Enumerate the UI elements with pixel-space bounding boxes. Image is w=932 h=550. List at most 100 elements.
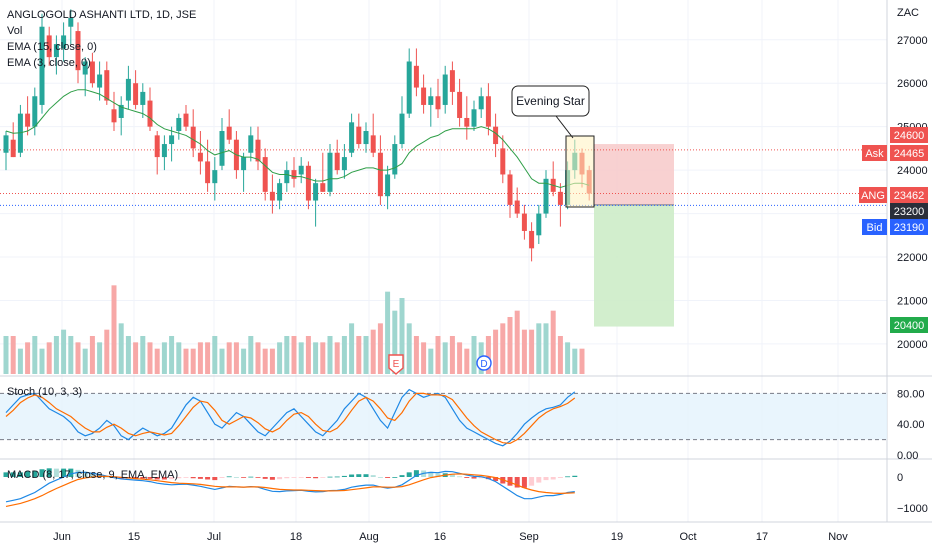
- candle[interactable]: [75, 22, 81, 84]
- candle[interactable]: [313, 178, 319, 227]
- position-tool[interactable]: [594, 144, 674, 327]
- candle[interactable]: [413, 48, 419, 97]
- candle[interactable]: [320, 152, 326, 192]
- candle[interactable]: [464, 96, 470, 140]
- candle[interactable]: [241, 152, 247, 192]
- candle-body: [399, 113, 405, 145]
- symbol-title[interactable]: ANGLOGOLD ASHANTI LTD, 1D, JSE: [7, 9, 196, 21]
- risk-zone[interactable]: [594, 144, 674, 205]
- candle[interactable]: [277, 178, 283, 210]
- candle[interactable]: [89, 52, 95, 88]
- callout-text: Evening Star: [516, 94, 585, 108]
- ask-label-badge: [862, 145, 887, 161]
- earnings-marker[interactable]: E: [388, 354, 404, 375]
- ema15-legend[interactable]: EMA (15, close, 0): [7, 41, 97, 53]
- candle[interactable]: [356, 113, 362, 149]
- candle[interactable]: [248, 126, 254, 162]
- candle[interactable]: [406, 48, 412, 118]
- candle[interactable]: [500, 135, 506, 184]
- reward-zone[interactable]: [594, 204, 674, 327]
- candle[interactable]: [61, 22, 67, 62]
- candle[interactable]: [543, 170, 549, 218]
- candle[interactable]: [363, 122, 369, 153]
- candle[interactable]: [262, 148, 268, 201]
- candle[interactable]: [219, 117, 225, 171]
- event-markers[interactable]: E D: [388, 354, 492, 375]
- candle[interactable]: [421, 74, 427, 114]
- volume-bar: [363, 336, 369, 374]
- candle[interactable]: [154, 131, 160, 175]
- candle[interactable]: [17, 104, 23, 158]
- candle[interactable]: [557, 183, 563, 227]
- candle[interactable]: [536, 204, 542, 244]
- candle[interactable]: [305, 161, 311, 210]
- candle[interactable]: [205, 139, 211, 192]
- candle[interactable]: [298, 157, 304, 184]
- candle[interactable]: [514, 187, 520, 218]
- candle[interactable]: [435, 78, 441, 118]
- legend[interactable]: ANGLOGOLD ASHANTI LTD, 1D, JSE Vol EMA (…: [7, 9, 196, 481]
- candle[interactable]: [176, 113, 182, 140]
- candle[interactable]: [197, 131, 203, 175]
- candle[interactable]: [334, 139, 340, 175]
- macd-legend[interactable]: MACD (8, 17, close, 9, EMA, EMA): [7, 469, 178, 481]
- candle[interactable]: [493, 113, 499, 158]
- candle[interactable]: [269, 174, 275, 214]
- stoch-legend[interactable]: Stoch (10, 3, 3): [7, 386, 82, 398]
- candle[interactable]: [449, 61, 455, 105]
- candle[interactable]: [39, 13, 45, 114]
- time-axis[interactable]: Jun 15 Jul 18 Aug 16 Sep 19 Oct 17 Nov: [53, 531, 848, 543]
- candle[interactable]: [3, 131, 9, 171]
- candle[interactable]: [46, 26, 52, 66]
- candle[interactable]: [190, 109, 196, 158]
- candle[interactable]: [212, 157, 218, 201]
- candle[interactable]: [457, 78, 463, 127]
- candle[interactable]: [341, 144, 347, 179]
- evening-star-annotation[interactable]: Evening Star: [511, 85, 595, 208]
- candle[interactable]: [478, 87, 484, 118]
- candle[interactable]: [68, 9, 74, 45]
- candle[interactable]: [284, 161, 290, 192]
- candle[interactable]: [349, 113, 355, 158]
- candle[interactable]: [485, 83, 491, 136]
- candle[interactable]: [147, 87, 153, 132]
- candle[interactable]: [169, 126, 175, 162]
- candle[interactable]: [32, 87, 38, 136]
- candle[interactable]: [140, 83, 146, 118]
- candle[interactable]: [118, 96, 124, 136]
- candle[interactable]: [442, 65, 448, 114]
- ema3-legend[interactable]: EMA (3, close, 0): [7, 57, 91, 69]
- candle[interactable]: [507, 170, 513, 218]
- volume-bar: [212, 336, 218, 374]
- dividend-marker[interactable]: D: [476, 355, 492, 371]
- candle[interactable]: [125, 65, 131, 110]
- candle[interactable]: [226, 109, 232, 145]
- candle[interactable]: [385, 165, 391, 210]
- volume-bar: [428, 348, 434, 374]
- vol-legend[interactable]: Vol: [7, 25, 22, 37]
- volume-bar: [521, 329, 527, 374]
- candle[interactable]: [521, 204, 527, 240]
- candle[interactable]: [161, 135, 167, 171]
- macd-pane[interactable]: 0 −1000: [3, 468, 928, 515]
- candle[interactable]: [10, 122, 16, 158]
- candle[interactable]: [399, 96, 405, 149]
- candle[interactable]: [255, 126, 261, 171]
- candle[interactable]: [183, 104, 189, 132]
- candle[interactable]: [53, 35, 59, 75]
- candle[interactable]: [291, 157, 297, 188]
- candle[interactable]: [111, 91, 117, 132]
- candle[interactable]: [133, 70, 139, 110]
- candle[interactable]: [428, 87, 434, 127]
- candle[interactable]: [529, 222, 535, 262]
- candle[interactable]: [370, 113, 376, 158]
- candle[interactable]: [25, 96, 31, 136]
- candle[interactable]: [471, 100, 477, 132]
- time-tick-label: Aug: [359, 531, 379, 543]
- candle[interactable]: [392, 135, 398, 179]
- candle[interactable]: [104, 61, 110, 105]
- candle[interactable]: [550, 161, 556, 197]
- stochastic-pane[interactable]: 80.00 40.00 0.00: [0, 388, 925, 462]
- candle[interactable]: [327, 144, 333, 197]
